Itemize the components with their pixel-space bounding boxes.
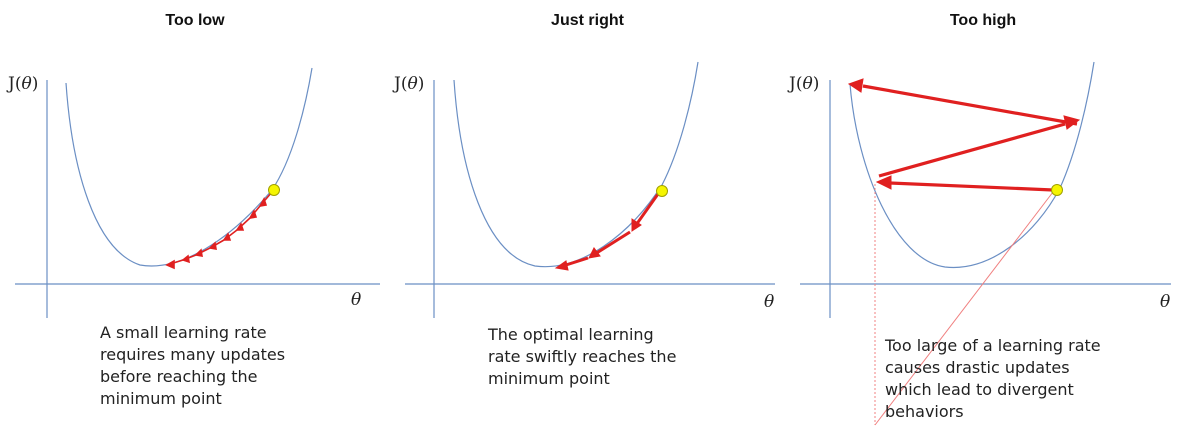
caption: A small learning rate requires many upda…	[100, 323, 286, 408]
start-point	[1051, 184, 1063, 196]
arrowhead	[194, 248, 203, 257]
arrowhead	[554, 260, 569, 271]
panel-just-right: Just right J(θ) θ The optimal learning r…	[390, 0, 785, 436]
arrowhead	[248, 209, 258, 220]
start-point	[268, 184, 280, 196]
step-arrow	[594, 230, 631, 256]
caption: The optimal learning rate swiftly reache…	[488, 325, 677, 388]
arrowhead	[222, 232, 232, 241]
arrowhead	[875, 175, 892, 190]
arrowhead	[165, 259, 175, 270]
arrowhead	[208, 241, 217, 250]
plot-just-right	[405, 61, 775, 318]
panel-title: Just right	[551, 12, 624, 29]
arrowhead	[235, 222, 245, 231]
step-arrows	[847, 78, 1081, 192]
y-axis-label: J(θ)	[394, 74, 425, 94]
arrowhead	[181, 254, 191, 264]
caption: Too large of a learning rate causes dras…	[885, 336, 1101, 421]
arrowhead	[258, 197, 268, 208]
start-point	[656, 185, 668, 197]
step-arrow	[878, 122, 1066, 178]
panel-too-low: Too low J(θ) θ A small learning rate r	[0, 0, 390, 436]
y-axis-label: J(θ)	[789, 74, 820, 94]
x-axis-label: θ	[1160, 292, 1171, 312]
step-arrow	[565, 256, 589, 267]
arrowhead	[631, 218, 642, 232]
cost-curve	[453, 61, 699, 268]
arrowhead	[588, 247, 601, 259]
panel-too-high: Too high J(θ) θ Too large of a learning …	[785, 0, 1181, 436]
step-arrow	[634, 193, 660, 226]
arrowhead	[847, 78, 864, 93]
step-arrow	[862, 84, 1078, 126]
cost-curve	[65, 67, 313, 267]
cost-curve	[849, 61, 1095, 269]
step-arrows	[554, 193, 660, 271]
step-arrows	[165, 191, 273, 270]
panel-title: Too high	[949, 12, 1017, 29]
plot-too-low	[15, 67, 380, 318]
plot-too-high	[800, 61, 1171, 426]
x-axis-label: θ	[351, 290, 362, 310]
x-axis-label: θ	[764, 292, 775, 312]
y-axis-label: J(θ)	[8, 74, 39, 94]
guide-line-diagonal	[874, 191, 1054, 426]
panel-title: Too low	[165, 12, 225, 29]
step-arrow	[889, 181, 1054, 192]
